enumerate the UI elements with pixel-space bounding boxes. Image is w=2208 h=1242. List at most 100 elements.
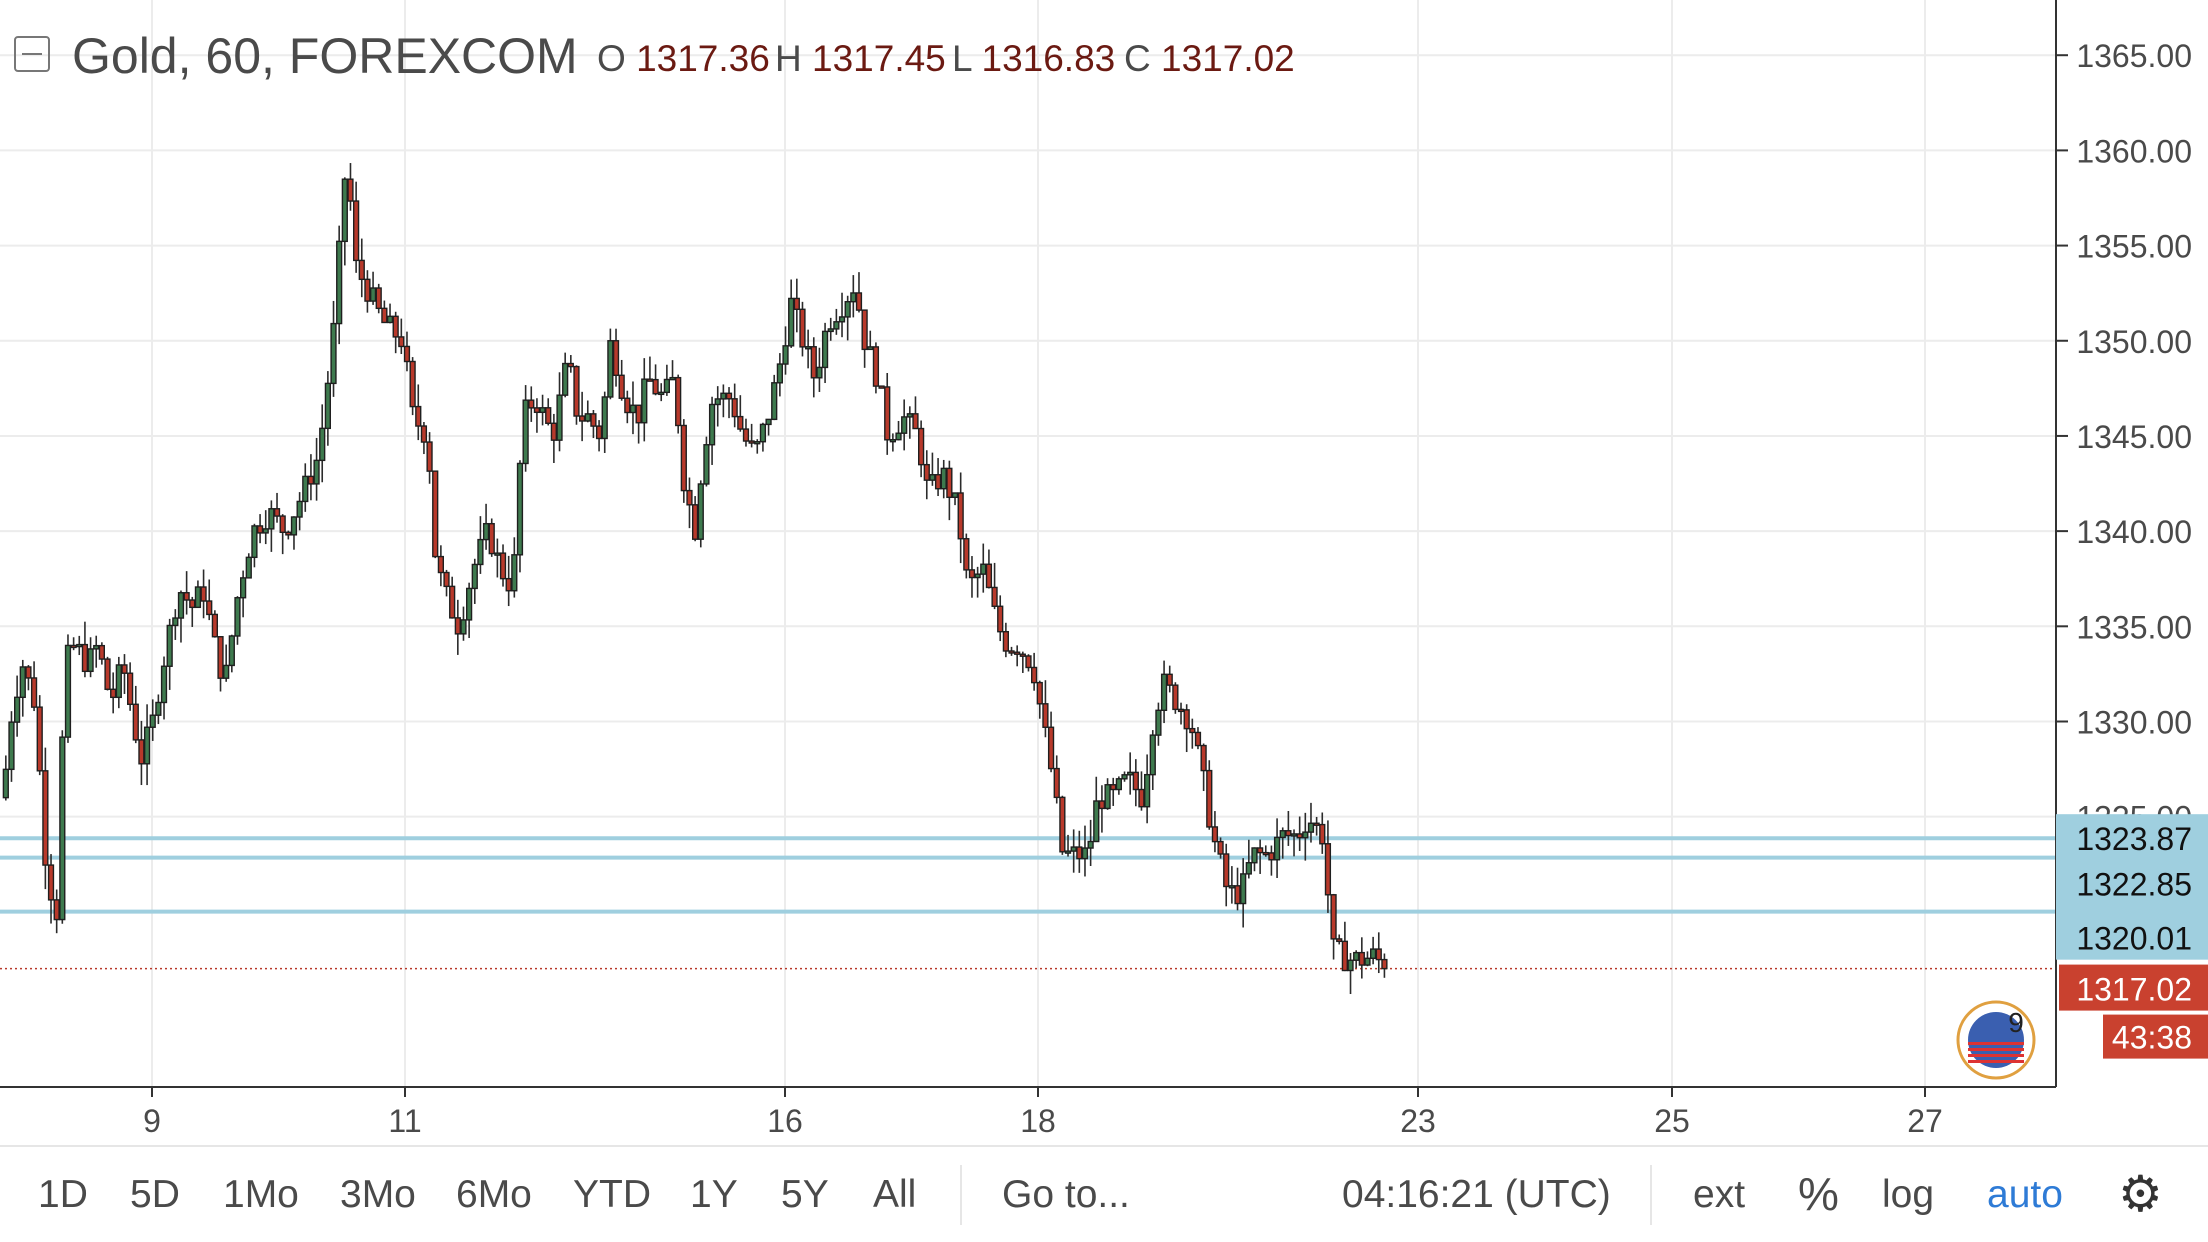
candle-body [1070,846,1077,852]
range-1mo-button[interactable]: 1Mo [223,1173,299,1216]
candle-body [460,619,467,635]
candle-body [1268,852,1275,861]
candle-body [126,672,134,705]
gear-icon[interactable]: ⚙ [2118,1166,2163,1222]
candle-body [1347,959,1354,972]
range-5y-button[interactable]: 5Y [781,1173,829,1216]
candle-body [584,413,591,422]
y-tick-label: 1355.00 [2076,229,2192,265]
candle-body [64,644,72,738]
candle-body [1036,681,1043,705]
candle-body [1115,778,1122,791]
candle-body [160,665,168,704]
ext-hours-toggle[interactable]: ext [1693,1173,1746,1216]
candle-body [13,696,21,723]
candle-body [1262,851,1269,856]
x-tick-label: 23 [1400,1103,1436,1139]
candle-body [658,391,665,396]
percent-scale-toggle[interactable]: % [1798,1168,1839,1220]
candle-body [974,573,981,579]
goto-date-button[interactable]: Go to... [1002,1173,1130,1216]
candle-body [1081,847,1089,860]
range-3mo-button[interactable]: 3Mo [340,1173,416,1216]
candle-body [110,688,117,699]
candle-body [1047,726,1055,770]
candle-body [296,500,303,518]
candle-body [1194,731,1202,747]
candle-body [499,552,507,580]
candle-body [290,516,298,536]
candle-body [87,648,94,673]
utc-clock[interactable]: 04:16:21 (UTC) [1342,1173,1611,1216]
candle-body [799,308,806,348]
candle-body [1064,850,1072,854]
candle-body [369,287,377,302]
range-6mo-button[interactable]: 6Mo [456,1173,532,1216]
candle-body [104,658,111,690]
candle-body [25,666,32,679]
candle-body [612,340,620,376]
candle-body [776,363,784,384]
candle-body [934,474,942,490]
candle-body [855,292,863,311]
log-scale-toggle[interactable]: log [1882,1173,1935,1216]
candle-body [1228,885,1235,889]
candle-body [1104,784,1111,810]
candle-body [805,346,812,350]
candle-body [635,404,642,424]
level-labels-block [2056,814,2208,960]
candle-body [624,397,631,414]
collapse-legend-icon[interactable] [14,36,50,72]
range-all-button[interactable]: All [873,1173,917,1216]
price-chart[interactable]: 1365.00 1360.00 1355.00 1350.00 1345.00 1340.… [0,0,2208,1145]
candle-body [1302,831,1309,839]
range-1d-button[interactable]: 1D [38,1173,88,1216]
x-tick-label: 18 [1020,1103,1056,1139]
auto-scale-toggle[interactable]: auto [1987,1173,2063,1216]
x-tick-label: 11 [388,1103,421,1139]
candle-body [985,563,993,589]
candle-body [273,508,281,517]
level-label: 1323.87 [2076,821,2192,857]
candle-body [742,428,750,442]
candle-body [477,538,484,566]
candle-body [833,321,840,330]
symbol-title[interactable]: Gold, 60, FOREXCOM [72,28,578,84]
candle-body [239,577,247,599]
candle-body [234,597,241,637]
candle-body [545,407,552,424]
candle-body [183,592,190,601]
candle-body [703,444,710,485]
range-1y-button[interactable]: 1Y [690,1173,738,1216]
candle-body [1307,822,1315,833]
candle-body [1240,873,1247,905]
candle-body [211,613,218,638]
candle-body [449,585,456,619]
candle-body [1177,708,1185,713]
range-5d-button[interactable]: 5D [130,1173,180,1216]
candle-body [573,365,580,417]
candle-body [929,474,936,481]
candle-body [155,701,162,716]
candle-body [98,644,105,660]
flag-icon [1968,1048,2024,1051]
candle-body [991,586,998,607]
candle-body [166,624,173,667]
candle-body [217,636,224,679]
flag-icon [1968,1060,2024,1063]
ohlc-high: H 1317.45 [775,38,946,79]
candle-body [1098,800,1106,810]
candle-body [1025,655,1032,669]
candle-body [1019,653,1026,657]
candle-body [1234,885,1241,905]
candle-body [1369,948,1377,960]
candle-body [714,398,721,406]
candle-body [36,706,43,772]
candle-body [1143,773,1151,808]
candle-body [516,462,524,556]
candle-body [912,413,919,430]
candle-body [1042,703,1049,728]
candle-body [838,316,846,323]
candle-body [889,438,897,443]
range-ytd-button[interactable]: YTD [573,1173,651,1216]
